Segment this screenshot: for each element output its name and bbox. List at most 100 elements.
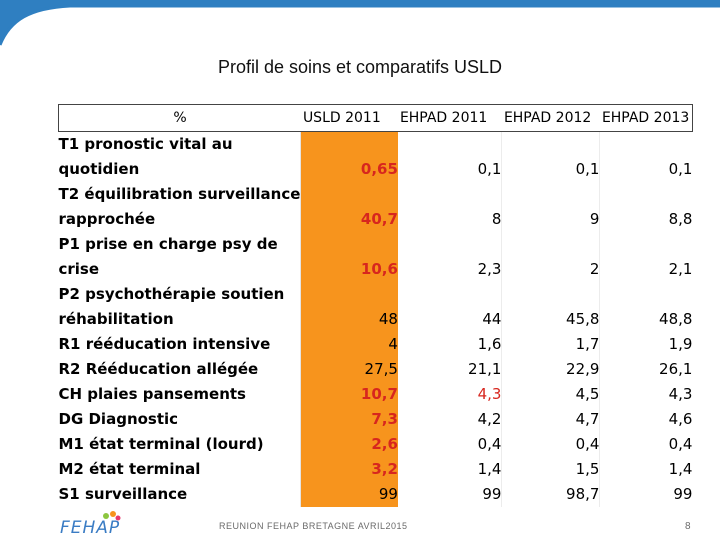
cell-ehpad-2011: 4,2 bbox=[477, 410, 502, 428]
cell-ehpad-2012: 1,5 bbox=[501, 457, 600, 482]
row-label: M1 état terminal (lourd) bbox=[58, 435, 264, 453]
cell-ehpad-2011: 1,4 bbox=[477, 460, 502, 478]
row-label: R1 rééducation intensive bbox=[58, 335, 271, 353]
cell-ehpad-2013: 99 bbox=[599, 482, 693, 507]
header-usld-2011: USLD 2011 bbox=[300, 104, 398, 132]
cell-ehpad-2013: 48,8 bbox=[599, 307, 693, 332]
cell-ehpad-2012 bbox=[501, 232, 600, 257]
table-row: P1 prise en charge psy de bbox=[59, 232, 693, 257]
cell-usld-2011: 27,5 bbox=[300, 357, 398, 382]
table-row: R1 rééducation intensive 4 1,6 1,7 1,9 bbox=[59, 332, 693, 357]
row-label: CH plaies pansements bbox=[58, 385, 246, 403]
row-label: quotidien bbox=[58, 160, 140, 178]
row-label: P1 prise en charge psy de bbox=[58, 235, 278, 253]
page-number: 8 bbox=[685, 521, 691, 532]
fehap-logo: FEHAP bbox=[60, 510, 132, 540]
cell-ehpad-2013: 8,8 bbox=[599, 207, 693, 232]
cell-ehpad-2011: 0,1 bbox=[477, 160, 502, 178]
cell-ehpad-2013: 0,4 bbox=[599, 432, 693, 457]
cell-ehpad-2012: 4,7 bbox=[501, 407, 600, 432]
page-title: Profil de soins et comparatifs USLD bbox=[217, 57, 503, 77]
cell-ehpad-2011 bbox=[398, 282, 502, 307]
cell-usld-2011: 99 bbox=[300, 482, 398, 507]
cell-ehpad-2013 bbox=[599, 182, 693, 207]
cell-ehpad-2011: 44 bbox=[482, 310, 502, 328]
table-row: quotidien 0,65 0,1 0,1 0,1 bbox=[59, 157, 693, 182]
cell-ehpad-2012: 4,5 bbox=[501, 382, 600, 407]
cell-ehpad-2013: 1,9 bbox=[599, 332, 693, 357]
cell-usld-2011: 10,6 bbox=[300, 257, 398, 282]
table-row: S1 surveillance 99 99 98,7 99 bbox=[59, 482, 693, 507]
cell-ehpad-2011: 8 bbox=[491, 210, 502, 228]
cell-ehpad-2011: 4,3 bbox=[477, 385, 502, 403]
table-row: T2 équilibration surveillance bbox=[59, 182, 693, 207]
cell-ehpad-2011: 2,3 bbox=[477, 260, 502, 278]
cell-usld-2011: 4 bbox=[300, 332, 398, 357]
cell-ehpad-2011 bbox=[398, 132, 502, 158]
cell-ehpad-2013: 1,4 bbox=[599, 457, 693, 482]
cell-ehpad-2013 bbox=[599, 131, 693, 157]
cell-ehpad-2012: 0,4 bbox=[501, 432, 600, 457]
cell-ehpad-2013: 26,1 bbox=[599, 357, 693, 382]
cell-ehpad-2013: 4,6 bbox=[599, 407, 693, 432]
row-label: crise bbox=[58, 260, 100, 278]
footer-text: REUNION FEHAP BRETAGNE AVRIL2015 bbox=[219, 521, 408, 531]
cell-usld-2011: 2,6 bbox=[300, 432, 398, 457]
table-row: P2 psychothérapie soutien bbox=[59, 282, 693, 307]
logo-text: FEHAP bbox=[60, 518, 121, 538]
cell-usld-2011 bbox=[300, 131, 398, 157]
header-ehpad-2011: EHPAD 2011 bbox=[397, 104, 502, 132]
row-label: T2 équilibration surveillance bbox=[58, 185, 301, 203]
cell-ehpad-2013 bbox=[599, 232, 693, 257]
cell-ehpad-2012: 2 bbox=[501, 257, 600, 282]
cell-ehpad-2012 bbox=[501, 131, 600, 157]
cell-ehpad-2012 bbox=[501, 282, 600, 307]
cell-usld-2011: 7,3 bbox=[300, 407, 398, 432]
cell-ehpad-2012 bbox=[501, 182, 600, 207]
row-label: DG Diagnostic bbox=[58, 410, 179, 428]
cell-ehpad-2013: 2,1 bbox=[599, 257, 693, 282]
table-row: réhabilitation 48 44 45,8 48,8 bbox=[59, 307, 693, 332]
cell-ehpad-2012: 1,7 bbox=[501, 332, 600, 357]
header-ehpad-2013: EHPAD 2013 bbox=[599, 104, 693, 132]
row-label: rapprochée bbox=[58, 210, 156, 228]
header-percent: % bbox=[57, 104, 301, 132]
cell-ehpad-2011: 99 bbox=[482, 485, 502, 503]
cell-ehpad-2011: 1,6 bbox=[477, 335, 502, 353]
cell-ehpad-2011 bbox=[398, 182, 502, 207]
cell-ehpad-2011: 0,4 bbox=[477, 435, 502, 453]
row-label: M2 état terminal bbox=[58, 460, 201, 478]
cell-ehpad-2012: 22,9 bbox=[501, 357, 600, 382]
cell-ehpad-2011: 21,1 bbox=[468, 360, 502, 378]
table-row: CH plaies pansements 10,7 4,3 4,5 4,3 bbox=[59, 382, 693, 407]
row-label: R2 Rééducation allégée bbox=[58, 360, 259, 378]
row-label: P2 psychothérapie soutien bbox=[58, 285, 285, 303]
header-ehpad-2012: EHPAD 2012 bbox=[501, 104, 600, 132]
row-label: réhabilitation bbox=[58, 310, 174, 328]
cell-usld-2011 bbox=[300, 282, 398, 307]
cell-ehpad-2013: 0,1 bbox=[599, 157, 693, 182]
cell-usld-2011: 40,7 bbox=[300, 207, 398, 232]
row-label: T1 pronostic vital au bbox=[58, 135, 233, 153]
cell-usld-2011: 0,65 bbox=[300, 157, 398, 182]
cell-ehpad-2012: 9 bbox=[501, 207, 600, 232]
care-profile-table: % USLD 2011 EHPAD 2011 EHPAD 2012 EHPAD … bbox=[57, 104, 693, 507]
table-row: M2 état terminal 3,2 1,4 1,5 1,4 bbox=[59, 457, 693, 482]
table-row: R2 Rééducation allégée 27,5 21,1 22,9 26,1 bbox=[59, 357, 693, 382]
cell-ehpad-2013: 4,3 bbox=[599, 382, 693, 407]
cell-usld-2011: 10,7 bbox=[300, 382, 398, 407]
table-row: crise 10,6 2,3 2 2,1 bbox=[59, 257, 693, 282]
cell-ehpad-2012: 98,7 bbox=[501, 482, 600, 507]
table-row: T1 pronostic vital au bbox=[58, 131, 693, 158]
table-header-row: % USLD 2011 EHPAD 2011 EHPAD 2012 EHPAD … bbox=[57, 104, 693, 132]
top-decoration bbox=[0, 0, 720, 46]
cell-ehpad-2011 bbox=[398, 232, 502, 257]
cell-ehpad-2012: 0,1 bbox=[501, 157, 600, 182]
cell-usld-2011 bbox=[300, 232, 398, 257]
cell-ehpad-2012: 45,8 bbox=[501, 307, 600, 332]
cell-ehpad-2013 bbox=[599, 282, 693, 307]
table-row: DG Diagnostic 7,3 4,2 4,7 4,6 bbox=[59, 407, 693, 432]
table-row: rapprochée 40,7 8 9 8,8 bbox=[59, 207, 693, 232]
cell-usld-2011: 3,2 bbox=[300, 457, 398, 482]
row-label: S1 surveillance bbox=[58, 485, 188, 503]
